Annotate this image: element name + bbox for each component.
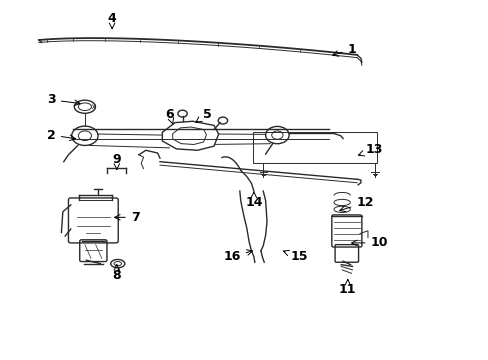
Text: 1: 1	[332, 43, 356, 56]
Text: 9: 9	[112, 153, 121, 169]
Text: 5: 5	[196, 108, 211, 122]
Text: 7: 7	[114, 211, 140, 224]
Text: 6: 6	[165, 108, 173, 124]
Text: 11: 11	[338, 280, 356, 296]
Text: 14: 14	[244, 192, 262, 209]
Text: 16: 16	[223, 250, 252, 263]
Text: 13: 13	[358, 143, 382, 156]
Text: 15: 15	[283, 250, 307, 263]
Bar	[252, 132, 377, 163]
Text: 12: 12	[339, 196, 373, 212]
Text: 8: 8	[112, 265, 121, 282]
Text: 10: 10	[351, 237, 387, 249]
Text: 4: 4	[107, 12, 116, 28]
Text: 3: 3	[47, 93, 80, 106]
Text: 2: 2	[47, 129, 75, 141]
